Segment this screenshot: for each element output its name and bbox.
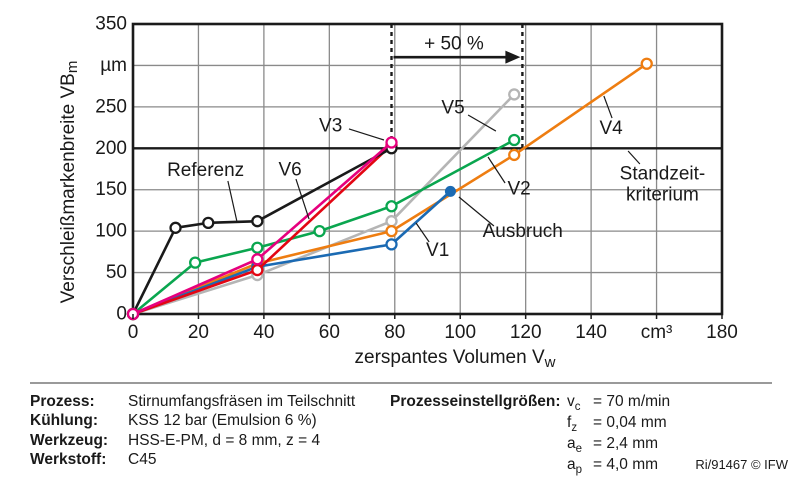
tool-label: Werkzeug: xyxy=(30,432,109,449)
process-label: Prozess: xyxy=(30,393,95,410)
param-row-fz: fz = 0,04 mm xyxy=(567,414,667,434)
x-tick-label: 20 xyxy=(188,322,209,343)
series-V2-point xyxy=(508,133,521,147)
param-value: = 4,0 mm xyxy=(593,456,659,473)
param-value: = 0,04 mm xyxy=(593,414,667,431)
process-settings-header: Prozesseinstellgrößen: xyxy=(390,393,561,410)
param-value: = 70 m/min xyxy=(593,393,671,410)
image-credit: Ri/91467 © IFW xyxy=(695,457,788,472)
series-V5-point xyxy=(508,88,521,101)
y-tick-label: 150 xyxy=(95,179,127,200)
series-V4-point xyxy=(385,224,398,238)
param-symbol: fz xyxy=(567,414,578,435)
process-row: Prozess: Stirnumfangsfräsen im Teilschnit… xyxy=(30,393,355,411)
plus50-label: + 50 % xyxy=(424,33,484,54)
material-row: Werkstoff: C45 xyxy=(30,451,156,469)
annotation-pointer xyxy=(458,196,495,227)
y-tick-label: 250 xyxy=(95,96,127,117)
x-tick-label: 180 xyxy=(706,322,738,343)
wear-chart: + 50 % Referenz V6 V3 V5 V2 V4 V1 Ausbruch Standz… xyxy=(58,14,738,372)
annotation-pointer xyxy=(627,150,641,165)
x-axis-title: zerspantes Volumen Vw xyxy=(355,347,556,371)
series-V3-point xyxy=(251,263,264,277)
x-tick-label: 100 xyxy=(444,322,476,343)
plot-border xyxy=(131,22,724,316)
annotation-pointer xyxy=(415,222,430,243)
material-label: Werkstoff: xyxy=(30,451,107,468)
series-Referenz-point xyxy=(202,216,215,230)
series-V2-point xyxy=(313,224,326,238)
param-symbol: ae xyxy=(567,435,583,456)
annotation-label: V4 xyxy=(599,118,623,139)
param-row-ap: ap = 4,0 mm xyxy=(567,456,658,476)
y-tick-label: 0 xyxy=(116,304,127,325)
process-value: Stirnumfangsfräsen im Teilschnitt xyxy=(128,393,356,410)
footer-separator xyxy=(30,382,772,384)
annotation-label: Ausbruch xyxy=(483,221,563,242)
series-V6-point xyxy=(251,253,264,266)
annotation-label: Standzeit-kriterium xyxy=(620,163,706,205)
series-V5-point xyxy=(385,215,398,228)
annotation-label: V5 xyxy=(441,97,464,118)
y-axis-title: Verschleißmarkenbreite VBm xyxy=(58,61,81,304)
x-tick-label: 80 xyxy=(384,322,405,343)
annotation-label: V1 xyxy=(426,240,449,261)
series-V1-point xyxy=(385,238,398,251)
x-tick-label: cm³ xyxy=(641,322,673,343)
x-tick-label: 60 xyxy=(319,322,340,343)
tool-value: HSS-E-PM, d = 8 mm, z = 4 xyxy=(128,432,321,449)
y-tick-label: 350 xyxy=(95,14,127,35)
annotation-label: Referenz xyxy=(167,160,244,181)
param-symbol: vc xyxy=(567,393,581,414)
series-V4-line xyxy=(132,62,648,316)
x-tick-label: 0 xyxy=(128,322,139,343)
series-Referenz-point xyxy=(169,221,182,234)
annotation-pointer xyxy=(227,180,238,223)
param-symbol: ap xyxy=(567,456,583,477)
series-V2-point xyxy=(251,241,264,254)
series-V2-point xyxy=(385,200,398,213)
y-tick-label: µm xyxy=(100,55,127,76)
tool-row: Werkzeug: HSS-E-PM, d = 8 mm, z = 4 xyxy=(30,432,320,450)
annotation-pointer xyxy=(467,114,497,132)
x-tick-label: 140 xyxy=(575,322,607,343)
series-Referenz-point xyxy=(251,215,264,228)
annotation-label: V6 xyxy=(278,159,301,180)
plus50-arrow-head xyxy=(505,50,521,64)
x-tick-label: 120 xyxy=(510,322,542,343)
param-row-ae: ae = 2,4 mm xyxy=(567,435,658,455)
series-V1-line xyxy=(132,190,452,316)
y-tick-label: 100 xyxy=(95,221,127,242)
series-V2-point xyxy=(189,256,202,269)
y-tick-label: 50 xyxy=(106,262,127,283)
param-row-vc: vc = 70 m/min xyxy=(567,393,670,413)
series-V1-point-filled xyxy=(444,185,456,197)
annotation-label: V2 xyxy=(507,178,530,199)
param-value: = 2,4 mm xyxy=(593,435,659,452)
annotation-pointer xyxy=(348,128,385,141)
annotation-pointer xyxy=(487,156,506,184)
series-V6-point xyxy=(385,136,398,149)
series-V4-point xyxy=(508,148,521,162)
y-tick-label: 200 xyxy=(95,138,127,159)
x-tick-label: 40 xyxy=(253,322,274,343)
cooling-value: KSS 12 bar (Emulsion 6 %) xyxy=(128,412,317,429)
cooling-row: Kühlung: KSS 12 bar (Emulsion 6 %) xyxy=(30,412,317,430)
annotation-pointer xyxy=(295,178,310,220)
cooling-label: Kühlung: xyxy=(30,412,99,429)
material-value: C45 xyxy=(128,451,157,468)
annotation-pointer xyxy=(603,95,613,119)
annotation-label: V3 xyxy=(319,115,342,136)
series-V4-point xyxy=(640,57,653,70)
